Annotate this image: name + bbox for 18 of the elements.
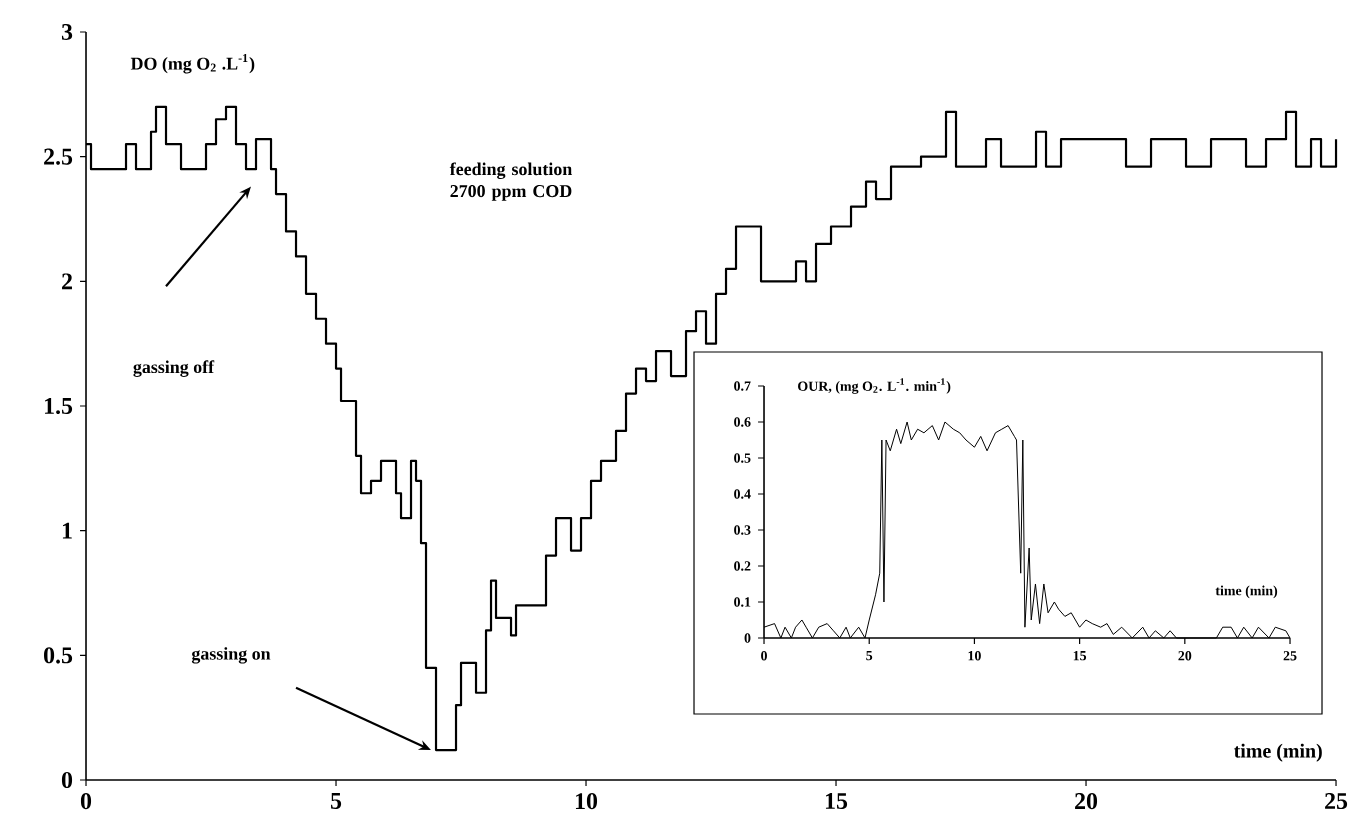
x-tick-label: 15 [825,793,848,810]
y-axis-title: DO (mg O$_{2}$ .L$^{-1}$) [130,53,255,74]
y-tick-label: 0 [61,771,73,789]
annotation: gassing off [133,360,215,377]
annotation: gassing on [191,647,271,664]
annotation: feeding solution 2700 ppm COD [449,162,573,201]
x-tick-label: 20 [1075,793,1098,810]
y-tick-label: 2 [62,273,72,290]
y-tick-label: 1.5 [45,397,73,415]
y-tick-label: 2.5 [44,148,73,165]
x-tick-label: 10 [575,793,598,810]
y-tick-label: 3 [61,23,73,41]
x-tick-label: 5 [331,793,342,809]
y-tick-label: 0.5 [44,647,73,664]
y-tick-label: 1 [62,522,72,539]
x-axis-title: time (min) [1233,743,1322,762]
x-tick-label: 0 [80,793,92,810]
x-tick-label: 25 [1325,793,1348,810]
